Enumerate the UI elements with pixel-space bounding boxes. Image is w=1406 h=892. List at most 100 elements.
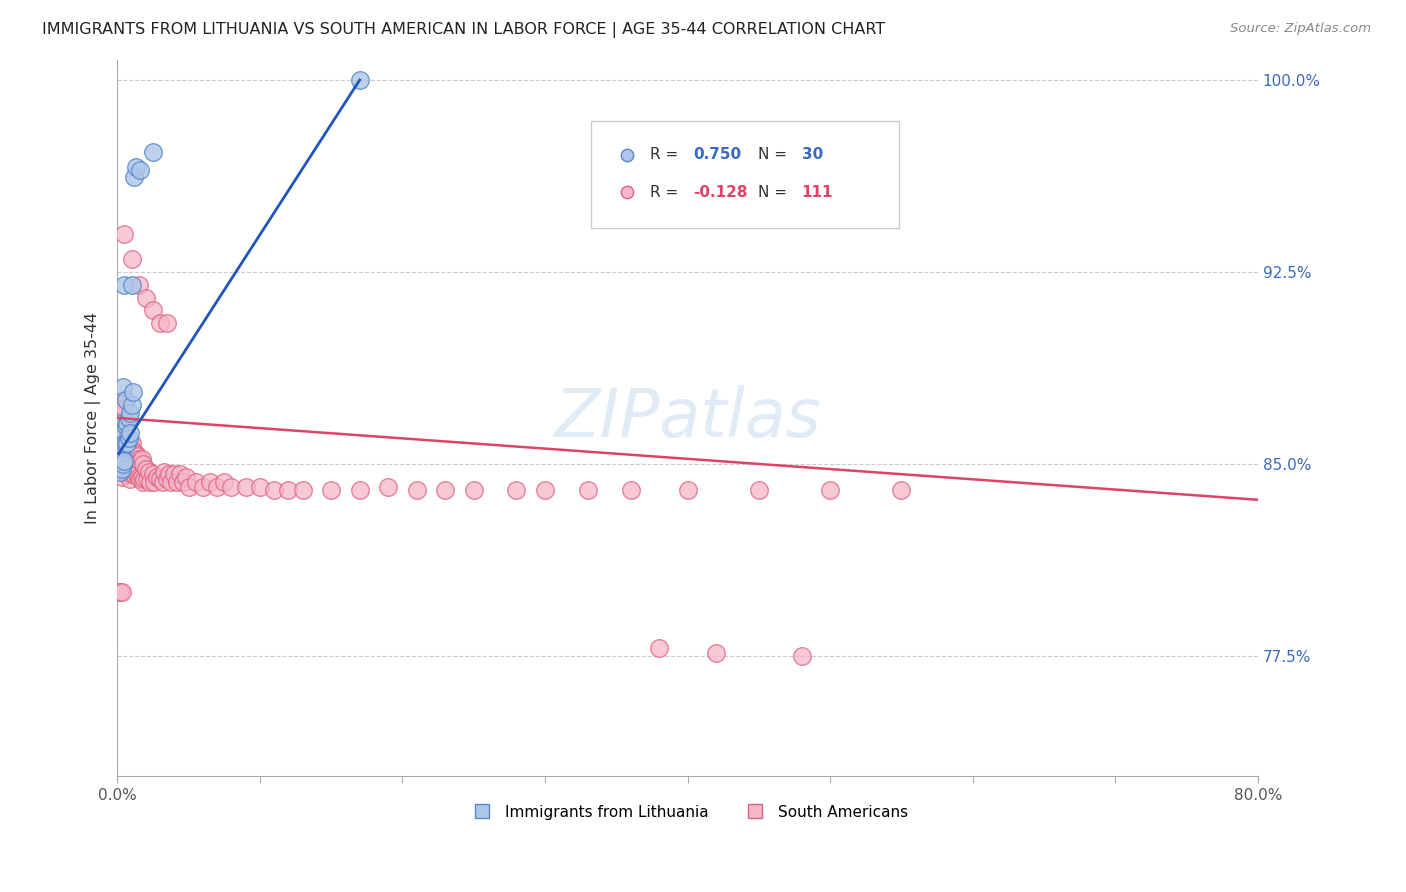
Point	[108, 465, 131, 479]
Text: N =: N =	[758, 185, 792, 200]
Point	[111, 424, 134, 438]
Point	[125, 447, 148, 461]
Point	[108, 406, 131, 420]
Point	[138, 465, 160, 479]
Point	[135, 462, 157, 476]
Point	[277, 483, 299, 497]
Point	[112, 277, 135, 292]
Y-axis label: In Labor Force | Age 35-44: In Labor Force | Age 35-44	[86, 312, 101, 524]
Point	[152, 475, 174, 489]
Point	[111, 380, 134, 394]
Point	[112, 227, 135, 241]
Point	[377, 480, 399, 494]
Text: ZIPatlas: ZIPatlas	[554, 384, 821, 450]
Point	[434, 483, 457, 497]
Point	[131, 469, 153, 483]
Point	[890, 483, 912, 497]
Point	[177, 480, 200, 494]
Text: R =: R =	[650, 185, 683, 200]
Point	[120, 472, 142, 486]
Point	[120, 426, 142, 441]
Point	[117, 436, 139, 450]
Point	[321, 483, 343, 497]
Point	[157, 467, 180, 482]
Point	[118, 410, 141, 425]
Point	[110, 436, 132, 450]
Point	[108, 451, 131, 466]
Point	[114, 416, 136, 430]
Point	[143, 475, 166, 489]
Text: N =: N =	[758, 147, 792, 162]
Point	[142, 303, 165, 318]
Point	[505, 483, 527, 497]
Point	[112, 450, 135, 464]
Point	[121, 252, 143, 267]
Point	[160, 475, 183, 489]
Point	[818, 483, 841, 497]
Point	[122, 385, 145, 400]
Text: IMMIGRANTS FROM LITHUANIA VS SOUTH AMERICAN IN LABOR FORCE | AGE 35-44 CORRELATI: IMMIGRANTS FROM LITHUANIA VS SOUTH AMERI…	[42, 22, 886, 38]
Point	[112, 434, 135, 448]
Point	[110, 418, 132, 433]
Point	[136, 472, 159, 486]
Point	[110, 462, 132, 476]
Text: R =: R =	[650, 147, 683, 162]
Point	[198, 475, 221, 489]
Point	[110, 431, 132, 445]
Point	[132, 475, 155, 489]
Point	[129, 472, 152, 486]
Point	[121, 451, 143, 466]
Point	[790, 648, 813, 663]
Point	[118, 431, 141, 445]
Point	[120, 436, 142, 450]
Point	[139, 475, 162, 489]
Point	[111, 431, 134, 445]
Point	[534, 483, 557, 497]
Point	[704, 646, 727, 660]
Point	[205, 480, 228, 494]
Point	[114, 467, 136, 482]
Point	[125, 160, 148, 174]
Point	[110, 444, 132, 458]
Point	[117, 416, 139, 430]
Point	[174, 469, 197, 483]
Point	[135, 291, 157, 305]
Point	[107, 585, 129, 599]
Point	[405, 483, 427, 497]
Point	[121, 467, 143, 482]
Point	[112, 465, 135, 479]
Point	[142, 467, 165, 482]
Point	[191, 480, 214, 494]
Point	[111, 444, 134, 458]
Point	[263, 483, 285, 497]
Point	[117, 447, 139, 461]
Point	[117, 429, 139, 443]
Point	[120, 406, 142, 420]
Point	[124, 467, 146, 482]
Point	[124, 451, 146, 466]
Point	[619, 483, 641, 497]
Point	[111, 457, 134, 471]
Text: 0.750: 0.750	[693, 147, 741, 162]
Point	[121, 436, 143, 450]
Point	[291, 483, 314, 497]
Point	[111, 413, 134, 427]
Point	[108, 444, 131, 458]
Point	[108, 426, 131, 441]
Point	[221, 480, 243, 494]
Point	[127, 450, 149, 464]
Point	[111, 462, 134, 476]
Point	[156, 472, 179, 486]
Point	[112, 436, 135, 450]
Point	[142, 145, 165, 159]
Point	[125, 465, 148, 479]
Point	[576, 483, 599, 497]
Point	[163, 467, 186, 482]
Text: Source: ZipAtlas.com: Source: ZipAtlas.com	[1230, 22, 1371, 36]
Point	[110, 469, 132, 483]
Point	[744, 547, 766, 561]
Point	[110, 451, 132, 466]
Point	[131, 451, 153, 466]
Point	[108, 439, 131, 453]
Point	[121, 398, 143, 412]
